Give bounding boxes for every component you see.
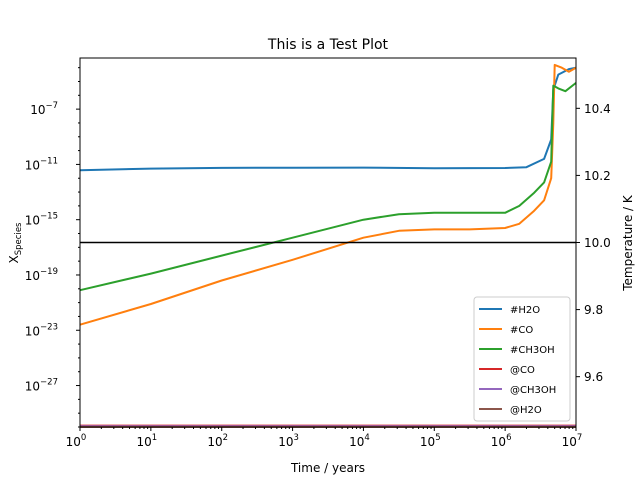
y-right-tick-label: 9.6 xyxy=(584,370,603,384)
y-left-tick-label: 10−11 xyxy=(25,156,58,172)
legend-label: @H2O xyxy=(510,405,542,416)
y-right-tick-label: 9.8 xyxy=(584,303,603,317)
y-axis-left-label-subscript: Species xyxy=(14,222,24,255)
x-tick-label: 104 xyxy=(349,433,370,449)
y-left-tick-label: 10−7 xyxy=(30,101,58,117)
x-axis: 100 101 102 103 104 105 106 107 xyxy=(66,427,583,449)
legend-label: @CO xyxy=(510,365,535,376)
series-line xyxy=(79,82,577,292)
y-left-tick-label: 10−15 xyxy=(25,212,58,228)
x-tick-label: 101 xyxy=(137,433,158,449)
legend-label: #CO xyxy=(510,325,533,336)
y-left-tick-label: 10−23 xyxy=(25,322,58,338)
series-line xyxy=(79,63,577,326)
y-left-tick-label: 10−27 xyxy=(25,378,58,394)
chart-title: This is a Test Plot xyxy=(267,37,389,53)
y-right-tick-label: 10.4 xyxy=(584,102,611,116)
y-axis-right-label: Temperature / K xyxy=(621,194,635,292)
y-left-tick-label: 10−19 xyxy=(25,267,58,283)
legend-label: #H2O xyxy=(510,305,540,316)
legend-label: #CH3OH xyxy=(510,345,555,356)
y-axis-right: 9.6 9.8 10.0 10.2 10.4 xyxy=(576,102,611,384)
y-right-tick-label: 10.0 xyxy=(584,236,611,250)
y-right-tick-label: 10.2 xyxy=(584,169,611,183)
legend: #H2O #CO #CH3OH @CO @CH3OH @H2O xyxy=(473,296,571,422)
x-tick-label: 107 xyxy=(562,433,583,449)
x-tick-label: 102 xyxy=(207,433,228,449)
series-line xyxy=(79,66,577,172)
x-tick-label: 106 xyxy=(491,433,512,449)
legend-label: @CH3OH xyxy=(510,385,556,396)
x-tick-label: 105 xyxy=(420,433,441,449)
y-axis-left: 10−7 10−11 10−15 10−19 10−23 10−27 xyxy=(25,67,80,428)
y-axis-left-label: XSpecies xyxy=(7,222,24,264)
y-axis-left-label-main: X xyxy=(7,255,21,263)
x-tick-label: 100 xyxy=(66,433,87,449)
x-tick-label: 103 xyxy=(278,433,299,449)
x-axis-label: Time / years xyxy=(290,461,365,475)
